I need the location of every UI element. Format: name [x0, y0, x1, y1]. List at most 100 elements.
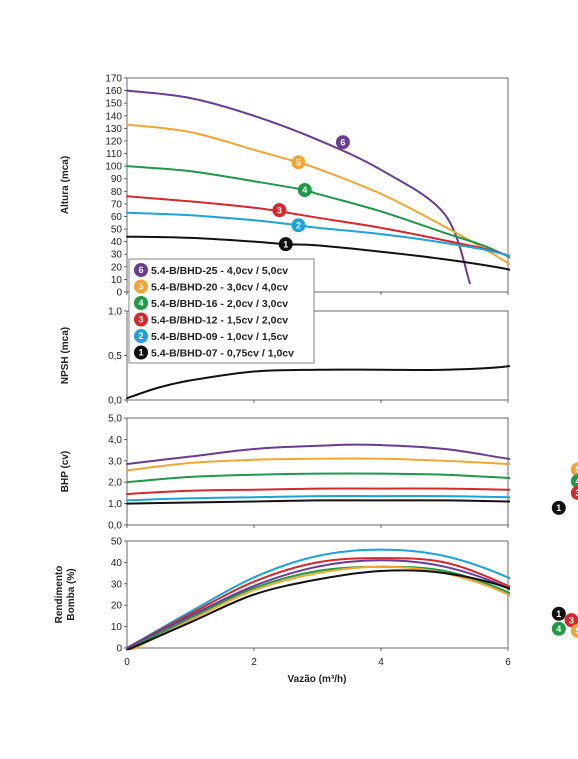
- series-line-5: [129, 565, 510, 650]
- series-line-4: [126, 472, 510, 484]
- y-tick-label: 170: [105, 74, 122, 85]
- series-badge-4: 4: [570, 474, 578, 489]
- badge-number: 2: [296, 220, 301, 230]
- badge-circle: [291, 218, 306, 233]
- badge-circle: [134, 345, 148, 360]
- y-axis-title: RendimentoBomba (%): [54, 566, 77, 624]
- y-tick-label: 100: [105, 162, 122, 173]
- y-tick-label: 60: [111, 212, 123, 223]
- legend-item-3: 3 5.4-B/BHD-12 - 1,5cv / 2,0cv: [134, 312, 288, 327]
- badge-number: 6: [340, 137, 345, 147]
- series-line-6: [126, 89, 471, 285]
- legend-label: 5.4-B/BHD-09 - 1,0cv / 1,5cv: [151, 331, 288, 343]
- legend-badge-2: 2: [134, 329, 148, 343]
- series-badge-3: 3: [570, 485, 578, 500]
- series-badge-1: 1: [551, 500, 566, 515]
- badge-number: 4: [556, 624, 561, 634]
- badge-number: 5: [138, 282, 143, 292]
- badge-circle: [570, 485, 578, 500]
- y-tick-label: 90: [111, 174, 123, 185]
- series-group: [126, 89, 510, 285]
- y-tick-label: 150: [105, 99, 122, 110]
- legend-badge-3: 3: [134, 312, 148, 327]
- series-line-2: [126, 211, 510, 258]
- legend-label: 5.4-B/BHD-25 - 4,0cv / 5,0cv: [151, 265, 288, 277]
- legend-badge-6: 6: [134, 263, 148, 277]
- series-group: [126, 364, 510, 400]
- y-tick-label: 1,0: [108, 307, 122, 318]
- x-axis-title-group: Vazão (m³/h): [288, 674, 347, 685]
- y-tick-label: 80: [111, 187, 123, 198]
- badge-number: 4: [575, 476, 578, 486]
- badge-circle: [278, 237, 293, 252]
- badge-number: 3: [569, 615, 574, 625]
- badge-circle: [551, 606, 566, 621]
- y-axis-title: NPSH (mca): [60, 327, 71, 384]
- badge-number: 1: [556, 609, 561, 619]
- legend-label: 5.4-B/BHD-16 - 2,0cv / 3,0cv: [151, 298, 288, 310]
- y-tick-label: 20: [111, 601, 123, 612]
- badge-number: 1: [283, 239, 288, 249]
- badge-number: 4: [138, 298, 143, 308]
- series-badge-2: 2: [291, 218, 306, 233]
- y-tick-label: 3,0: [108, 456, 122, 467]
- y-tick-label: 0,5: [108, 351, 122, 362]
- series-badge-1: 1: [551, 606, 566, 621]
- badge-circle: [134, 329, 148, 343]
- legend-label: 5.4-B/BHD-07 - 0,75cv / 1,0cv: [151, 347, 294, 359]
- y-tick-label: 20: [111, 262, 123, 273]
- series-line-2: [126, 548, 510, 649]
- legend-box: 6 5.4-B/BHD-25 - 4,0cv / 5,0cv 5 5.4-B/BHD-…: [128, 258, 315, 364]
- badge-number: 5: [575, 465, 578, 475]
- series-badge-1: 1: [278, 237, 293, 252]
- series-line-4: [126, 565, 510, 650]
- badge-number: 6: [138, 265, 143, 275]
- legend-item-6: 6 5.4-B/BHD-25 - 4,0cv / 5,0cv: [134, 263, 288, 277]
- badge-circle: [570, 462, 578, 477]
- y-tick-label: 0: [116, 644, 122, 655]
- legend-badge-5: 5: [134, 279, 148, 294]
- badge-number: 2: [138, 331, 143, 341]
- badge-circle: [564, 613, 578, 628]
- badge-circle: [134, 279, 148, 294]
- y-tick-label: 30: [111, 250, 123, 261]
- y-tick-label: 40: [111, 558, 123, 569]
- badge-number: 1: [556, 503, 561, 513]
- y-tick-label: 2,0: [108, 478, 122, 489]
- series-line-3: [126, 557, 510, 649]
- badge-circle: [570, 474, 578, 489]
- plot-frame: [126, 417, 509, 526]
- badge-number: 3: [277, 205, 282, 215]
- badge-number: 3: [138, 315, 143, 325]
- series-group: [126, 443, 510, 505]
- series-line-1: [126, 364, 510, 400]
- series-line-4: [126, 165, 510, 259]
- badge-number: 5: [296, 158, 301, 168]
- badge-number: 4: [302, 185, 307, 195]
- badge-number: 5: [575, 626, 578, 636]
- y-tick-label: 130: [105, 124, 122, 135]
- series-line-5: [126, 457, 510, 472]
- series-line-3: [126, 487, 510, 495]
- badge-circle: [297, 183, 312, 198]
- badge-number: 3: [575, 488, 578, 498]
- x-tick-label: 6: [505, 657, 511, 668]
- series-badge-6: 6: [335, 135, 350, 150]
- badge-circle: [134, 296, 148, 310]
- legend-frame: [128, 258, 315, 364]
- series-line-1: [126, 499, 510, 505]
- y-axis-title: BHP (cv): [60, 451, 71, 493]
- y-tick-label: 140: [105, 111, 122, 122]
- legend-label: 5.4-B/BHD-20 - 3,0cv / 4,0cv: [151, 281, 288, 293]
- badge-number: 1: [138, 348, 143, 358]
- legend-badge-4: 4: [134, 296, 148, 310]
- legend-badge-1: 1: [134, 345, 148, 360]
- y-tick-label: 120: [105, 136, 122, 147]
- y-tick-label: 0,0: [108, 396, 122, 407]
- badge-circle: [134, 312, 148, 327]
- y-axis-title: Altura (mca): [60, 156, 71, 214]
- panel-npsh: 0,0 0,5 1,0 NPSH (mca): [60, 307, 510, 407]
